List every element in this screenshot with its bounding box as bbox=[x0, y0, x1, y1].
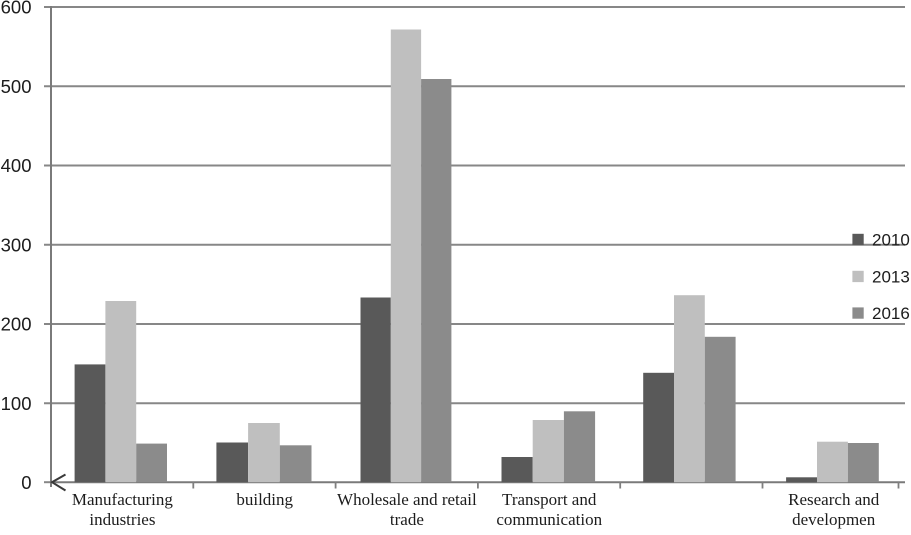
svg-text:200: 200 bbox=[1, 314, 32, 335]
svg-text:developmen: developmen bbox=[792, 510, 876, 529]
svg-text:building: building bbox=[236, 490, 293, 509]
svg-text:2010: 2010 bbox=[872, 231, 910, 250]
svg-text:100: 100 bbox=[1, 393, 32, 414]
svg-text:industries: industries bbox=[89, 510, 155, 529]
svg-text:500: 500 bbox=[1, 76, 32, 97]
svg-text:Wholesale and retail: Wholesale and retail bbox=[337, 490, 477, 509]
svg-text:2013: 2013 bbox=[872, 268, 910, 287]
svg-text:600: 600 bbox=[1, 0, 32, 18]
svg-text:communication: communication bbox=[496, 510, 602, 529]
svg-text:2016: 2016 bbox=[872, 304, 910, 323]
svg-text:trade: trade bbox=[390, 510, 424, 529]
svg-text:Manufacturing: Manufacturing bbox=[72, 490, 174, 509]
svg-text:Research and: Research and bbox=[788, 490, 880, 509]
svg-text:400: 400 bbox=[1, 155, 32, 176]
svg-text:300: 300 bbox=[1, 234, 32, 255]
svg-text:0: 0 bbox=[21, 472, 31, 493]
svg-text:Transport and: Transport and bbox=[502, 490, 597, 509]
